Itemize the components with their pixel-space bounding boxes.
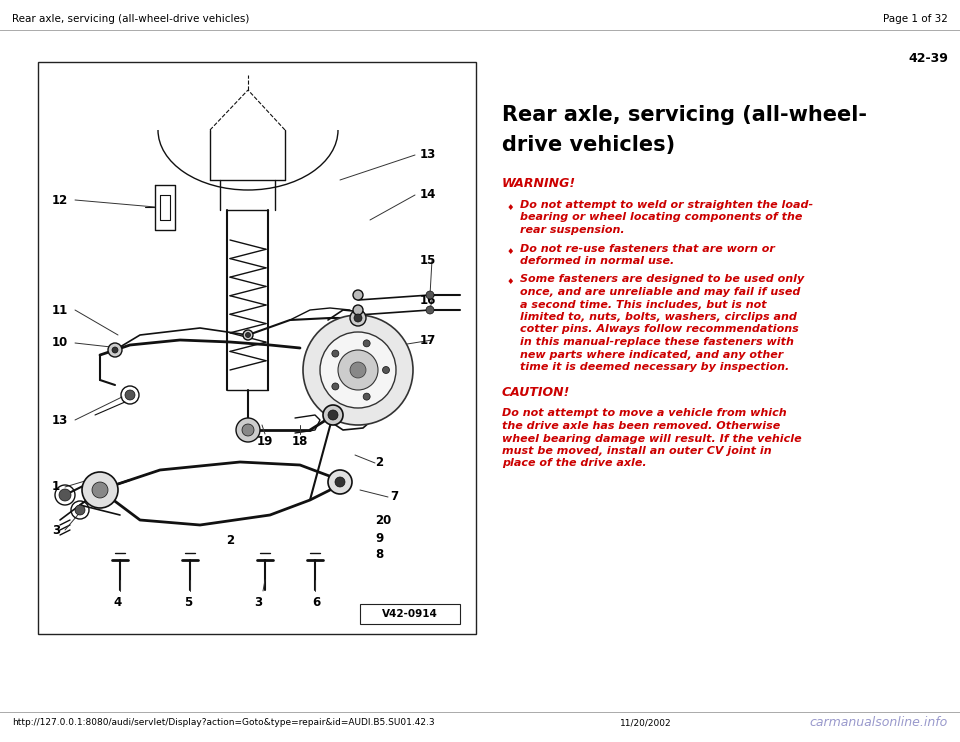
Text: cotter pins. Always follow recommendations: cotter pins. Always follow recommendatio… <box>520 324 799 335</box>
Text: wheel bearing damage will result. If the vehicle: wheel bearing damage will result. If the… <box>502 433 802 444</box>
Text: Some fasteners are designed to be used only: Some fasteners are designed to be used o… <box>520 275 804 284</box>
Text: 13: 13 <box>52 413 68 427</box>
Circle shape <box>363 340 371 347</box>
Text: Do not attempt to move a vehicle from which: Do not attempt to move a vehicle from wh… <box>502 409 786 418</box>
Circle shape <box>92 482 108 498</box>
Text: bearing or wheel locating components of the: bearing or wheel locating components of … <box>520 212 803 223</box>
Text: Page 1 of 32: Page 1 of 32 <box>883 14 948 24</box>
Circle shape <box>236 418 260 442</box>
Text: 3: 3 <box>254 596 262 609</box>
Circle shape <box>242 424 254 436</box>
Text: 17: 17 <box>420 333 436 347</box>
Circle shape <box>323 405 343 425</box>
Circle shape <box>426 306 434 314</box>
Text: 6: 6 <box>312 596 320 609</box>
Text: V42-0914: V42-0914 <box>382 609 438 619</box>
Text: 7: 7 <box>390 490 398 504</box>
Circle shape <box>354 314 362 322</box>
Text: 15: 15 <box>420 254 436 266</box>
Text: once, and are unreliable and may fail if used: once, and are unreliable and may fail if… <box>520 287 801 297</box>
Text: ♦: ♦ <box>507 203 515 212</box>
Text: 14: 14 <box>420 188 436 202</box>
Text: CAUTION!: CAUTION! <box>502 387 570 399</box>
Text: 9: 9 <box>375 531 383 545</box>
Text: must be moved, install an outer CV joint in: must be moved, install an outer CV joint… <box>502 446 772 456</box>
Text: 11/20/2002: 11/20/2002 <box>620 718 672 727</box>
Text: ♦: ♦ <box>507 246 515 255</box>
Text: drive vehicles): drive vehicles) <box>502 135 675 155</box>
Circle shape <box>426 291 434 299</box>
Circle shape <box>328 410 338 420</box>
Circle shape <box>332 350 339 357</box>
Text: 4: 4 <box>114 596 122 609</box>
Text: Rear axle, servicing (all-wheel-: Rear axle, servicing (all-wheel- <box>502 105 867 125</box>
Text: 2: 2 <box>375 456 383 470</box>
Circle shape <box>59 489 71 501</box>
Text: place of the drive axle.: place of the drive axle. <box>502 459 647 468</box>
Text: 3: 3 <box>52 524 60 536</box>
Text: Do not re-use fasteners that are worn or: Do not re-use fasteners that are worn or <box>520 243 775 254</box>
Text: new parts where indicated, and any other: new parts where indicated, and any other <box>520 349 783 360</box>
Circle shape <box>303 315 413 425</box>
Text: 11: 11 <box>52 303 68 317</box>
Text: 42-39: 42-39 <box>908 52 948 65</box>
Circle shape <box>353 290 363 300</box>
Text: 18: 18 <box>292 435 308 448</box>
FancyBboxPatch shape <box>360 604 460 624</box>
Text: Do not attempt to weld or straighten the load-: Do not attempt to weld or straighten the… <box>520 200 813 210</box>
Text: carmanualsonline.info: carmanualsonline.info <box>809 716 948 729</box>
Circle shape <box>350 310 366 326</box>
Circle shape <box>320 332 396 408</box>
Text: http://127.0.0.1:8080/audi/servlet/Display?action=Goto&type=repair&id=AUDI.B5.SU: http://127.0.0.1:8080/audi/servlet/Displ… <box>12 718 435 727</box>
Text: 12: 12 <box>52 194 68 206</box>
Text: 1: 1 <box>52 481 60 493</box>
Circle shape <box>108 343 122 357</box>
Text: 13: 13 <box>420 148 436 162</box>
Circle shape <box>246 332 251 338</box>
Text: the drive axle has been removed. Otherwise: the drive axle has been removed. Otherwi… <box>502 421 780 431</box>
Circle shape <box>95 485 105 495</box>
Circle shape <box>125 390 135 400</box>
Text: 16: 16 <box>420 294 436 306</box>
Circle shape <box>350 362 366 378</box>
Circle shape <box>338 350 378 390</box>
Text: ♦: ♦ <box>507 278 515 286</box>
Text: 10: 10 <box>52 337 68 349</box>
Circle shape <box>243 330 253 340</box>
Circle shape <box>82 472 118 508</box>
Circle shape <box>335 477 345 487</box>
Circle shape <box>328 470 352 494</box>
Circle shape <box>75 505 85 515</box>
Text: 20: 20 <box>375 513 392 527</box>
Circle shape <box>353 305 363 315</box>
Circle shape <box>363 393 371 400</box>
FancyBboxPatch shape <box>38 62 476 634</box>
Text: limited to, nuts, bolts, washers, circlips and: limited to, nuts, bolts, washers, circli… <box>520 312 797 322</box>
Text: a second time. This includes, but is not: a second time. This includes, but is not <box>520 300 767 309</box>
Text: deformed in normal use.: deformed in normal use. <box>520 256 674 266</box>
Text: 19: 19 <box>257 435 274 448</box>
Text: 2: 2 <box>226 533 234 547</box>
Text: in this manual-replace these fasteners with: in this manual-replace these fasteners w… <box>520 337 794 347</box>
Text: 8: 8 <box>375 548 383 562</box>
Text: time it is deemed necessary by inspection.: time it is deemed necessary by inspectio… <box>520 362 789 372</box>
Text: Rear axle, servicing (all-wheel-drive vehicles): Rear axle, servicing (all-wheel-drive ve… <box>12 14 250 24</box>
Text: WARNING!: WARNING! <box>502 177 576 190</box>
Text: rear suspension.: rear suspension. <box>520 225 625 235</box>
Circle shape <box>112 347 118 353</box>
Text: 5: 5 <box>184 596 192 609</box>
Circle shape <box>382 367 390 373</box>
Circle shape <box>332 383 339 390</box>
